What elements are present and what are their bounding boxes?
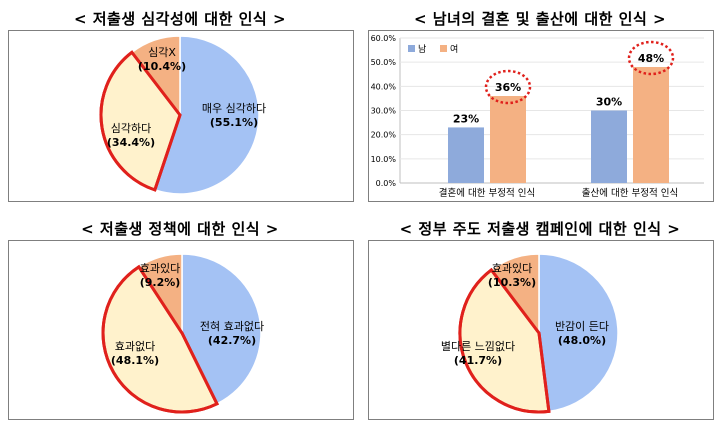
bar-legend-swatch-0 (408, 45, 415, 52)
pie3-label-0: 반감이 든다 (555, 320, 609, 333)
bar-ytick-3: 30.0% (371, 107, 397, 116)
pie0-slice-0 (153, 35, 260, 195)
bar-title: < 남녀의 결혼 및 출산에 대한 인식 > (413, 10, 667, 28)
bar-legend-swatch-1 (440, 45, 447, 52)
bar-highlight-circle-0 (484, 69, 532, 105)
bar-ytick-1: 10.0% (371, 155, 397, 164)
bar-ytick-0: 0.0% (376, 179, 397, 188)
bar-0-1 (591, 110, 627, 183)
bar-1-1 (633, 67, 669, 183)
pie3-label-1: 별다른 느낌없다 (441, 340, 515, 353)
bar-ytick-5: 50.0% (371, 58, 397, 67)
pie0-label-1: 심각하다 (111, 121, 151, 135)
bar-legend-label-1: 여 (450, 43, 458, 55)
pie2-label-1: 효과없다 (115, 340, 155, 353)
pie2-value-label-2: (9.2%) (140, 276, 181, 289)
bar-legend-label-0: 남 (418, 44, 426, 55)
bar-highlight-circle-1 (627, 40, 675, 76)
pie3-highlight-outline (458, 267, 551, 414)
pie1-title: < 저출생 심각성에 대한 인식 > (73, 10, 287, 28)
pie3-title: < 정부 주도 저출생 캠페인에 대한 인식 > (399, 220, 681, 238)
pie0-value-label-2: (10.4%) (138, 60, 186, 73)
pie2-label-0: 전혀 효과없다 (200, 320, 264, 333)
pie3-value-label-0: (48.0%) (558, 334, 606, 347)
bar-0-0 (448, 127, 484, 183)
pie3-label-2: 효과있다 (492, 262, 532, 275)
bar-ytick-2: 20.0% (371, 131, 397, 140)
bar-value-label-1-1: 48% (638, 52, 664, 65)
pie3-value-label-1: (41.7%) (454, 354, 502, 367)
bar-value-label-1-0: 36% (495, 81, 521, 94)
pie0-label-2: 심각X (148, 46, 176, 59)
pie0-value-label-0: (55.1%) (210, 116, 258, 129)
pie2-label-2: 효과있다 (140, 262, 180, 275)
bar-value-label-0-0: 23% (453, 112, 479, 125)
bar-ytick-4: 40.0% (371, 82, 397, 91)
pie0-value-label-1: (34.4%) (107, 136, 155, 149)
bar-1-0 (490, 96, 526, 183)
pie0-highlight-outline (99, 50, 182, 192)
bar-value-label-0-1: 30% (596, 96, 622, 109)
pie2-highlight-outline (101, 264, 219, 414)
pie3-value-label-2: (10.3%) (488, 276, 536, 289)
bar-ytick-6: 60.0% (371, 34, 397, 43)
bar-category-label-0: 결혼에 대한 부정적 인식 (439, 187, 535, 199)
bar-category-label-1: 출산에 대한 부정적 인식 (582, 187, 678, 199)
pie2-title: < 저출생 정책에 대한 인식 > (81, 220, 279, 238)
pie0-label-0: 매우 심각하다 (202, 101, 266, 115)
pie3-slice-0 (538, 253, 619, 413)
pie2-slice-0 (181, 253, 262, 405)
pie2-value-label-0: (42.7%) (208, 334, 256, 347)
pie2-value-label-1: (48.1%) (111, 354, 159, 367)
